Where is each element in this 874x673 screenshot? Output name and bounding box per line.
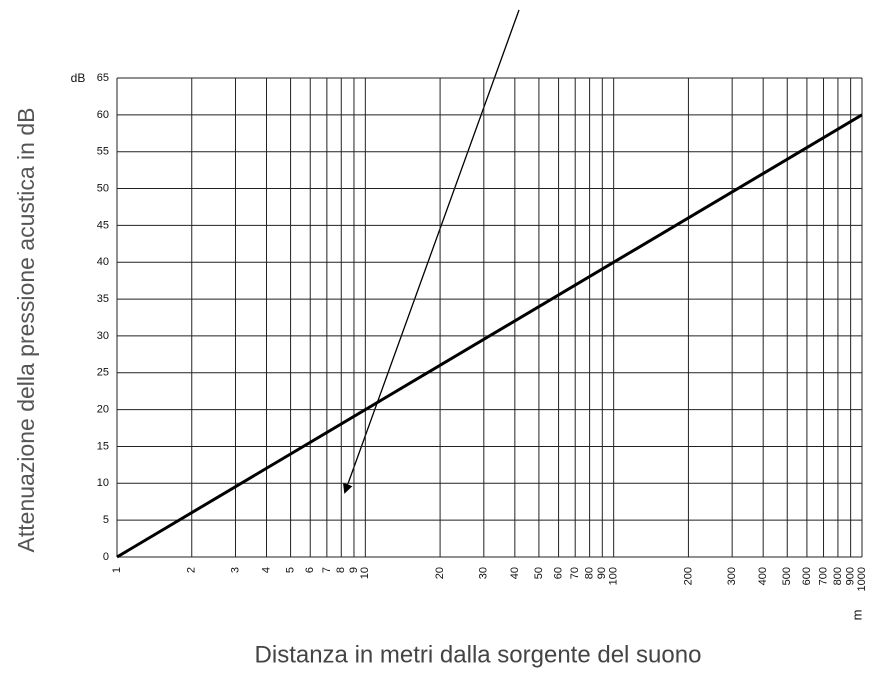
y-tick-label: 10 — [97, 477, 109, 489]
x-tick-label: 70 — [569, 567, 581, 579]
x-tick-label: 7 — [321, 567, 333, 573]
x-tick-label: 500 — [781, 567, 793, 585]
x-tick-label: 10 — [359, 567, 371, 579]
x-tick-label: 700 — [817, 567, 829, 585]
x-tick-label: 100 — [608, 567, 620, 585]
y-tick-label: 30 — [97, 330, 109, 342]
y-tick-label: 45 — [97, 219, 109, 231]
x-tick-label: 300 — [726, 567, 738, 585]
x-tick-label: 3 — [229, 567, 241, 573]
x-tick-label: 90 — [596, 567, 608, 579]
y-tick-label: 35 — [97, 293, 109, 305]
y-tick-label: 50 — [97, 182, 109, 194]
y-tick-label: 0 — [103, 551, 109, 563]
x-tick-label: 50 — [533, 567, 545, 579]
x-axis-label: Distanza in metri dalla sorgente del suo… — [255, 641, 702, 668]
y-unit: dB — [71, 71, 86, 85]
x-tick-label: 60 — [552, 567, 564, 579]
y-tick-label: 55 — [97, 146, 109, 158]
annotation-arrow — [343, 9, 520, 494]
x-tick-label: 800 — [832, 567, 844, 585]
x-tick-label: 1 — [111, 567, 123, 573]
x-tick-label: 6 — [304, 567, 316, 573]
x-tick-label: 30 — [478, 567, 490, 579]
x-tick-label: 8 — [335, 567, 347, 573]
x-tick-label: 9 — [348, 567, 360, 573]
x-tick-label: 900 — [845, 567, 857, 585]
y-tick-label: 25 — [97, 367, 109, 379]
x-tick-label: 80 — [584, 567, 596, 579]
y-tick-label: 5 — [103, 514, 109, 526]
x-tick-label: 2 — [186, 567, 198, 573]
x-unit: m — [849, 610, 864, 621]
x-tick-label: 4 — [260, 567, 272, 573]
y-axis-label: Attenuazione della pressione acustica in… — [13, 108, 39, 553]
x-tick-label: 40 — [509, 567, 521, 579]
y-tick-label: 40 — [97, 256, 109, 268]
y-tick-label: 15 — [97, 440, 109, 452]
y-tick-label: 20 — [97, 404, 109, 416]
x-tick-label: 1000 — [856, 567, 868, 591]
x-tick-label: 20 — [434, 567, 446, 579]
y-tick-label: 65 — [97, 72, 109, 84]
data-line — [116, 113, 863, 559]
x-tick-label: 200 — [682, 567, 694, 585]
x-tick-label: 400 — [757, 567, 769, 585]
y-tick-label: 60 — [97, 109, 109, 121]
x-tick-label: 5 — [284, 567, 296, 573]
x-tick-label: 600 — [801, 567, 813, 585]
